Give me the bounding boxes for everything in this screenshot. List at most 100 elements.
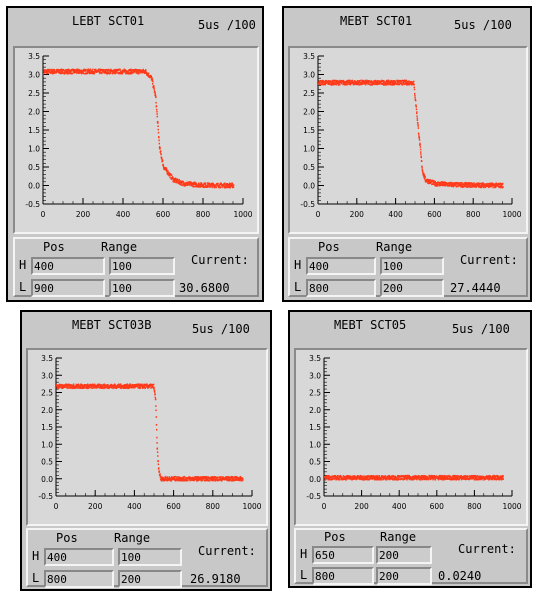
trace-point — [180, 476, 182, 479]
current-value: 26.9180 — [190, 572, 241, 586]
trace-point — [231, 477, 233, 480]
h-range-field[interactable] — [380, 257, 444, 275]
trace-point — [153, 87, 155, 90]
trace-point — [364, 477, 367, 479]
trace-point — [481, 182, 483, 184]
l-range-field[interactable] — [380, 279, 444, 297]
trace-point — [139, 69, 141, 71]
trace-point — [373, 478, 376, 481]
trace-point — [197, 186, 199, 188]
trace-point — [130, 386, 132, 389]
trace-point — [105, 71, 107, 74]
h-range-field[interactable] — [118, 548, 182, 566]
l-pos-field[interactable] — [44, 570, 114, 588]
trace-point — [196, 480, 199, 482]
trace-point — [162, 476, 164, 479]
trace-point — [70, 69, 72, 72]
trace-point — [466, 184, 468, 186]
trace-point — [458, 182, 460, 184]
h-pos-field[interactable] — [31, 257, 105, 275]
trace-point — [419, 142, 421, 145]
trace-point — [328, 478, 330, 480]
trace-point — [473, 475, 476, 477]
trace-point — [383, 80, 385, 82]
trace-point — [502, 475, 504, 477]
trace-point — [125, 72, 127, 75]
h-pos-field[interactable] — [306, 257, 376, 275]
trace-point — [105, 386, 107, 389]
trace-point — [448, 182, 450, 184]
trace-point — [363, 477, 365, 480]
l-range-field[interactable] — [118, 570, 182, 588]
trace-point — [157, 122, 159, 124]
trace-point — [192, 476, 194, 479]
trace-point — [452, 477, 454, 480]
trace-point — [408, 83, 411, 86]
trace-point — [339, 80, 341, 83]
trace-point — [439, 476, 441, 479]
h-pos-field[interactable] — [312, 546, 374, 564]
trace-point — [344, 81, 346, 83]
trace-point — [227, 477, 229, 480]
trace-point — [226, 476, 228, 478]
trace-point — [119, 387, 122, 389]
time-scale-label: 5us /100 — [454, 18, 512, 32]
trace-point — [397, 81, 399, 83]
trace-point — [396, 83, 399, 86]
trace-point — [469, 475, 471, 477]
trace-point — [341, 476, 343, 479]
control-box: Pos Range Current: H L 0.0240 — [294, 528, 528, 585]
h-range-field[interactable] — [376, 546, 432, 564]
h-range-field[interactable] — [109, 257, 175, 275]
trace-point — [141, 70, 143, 73]
y-tick-label: 3.5 — [41, 354, 53, 363]
trace-point — [484, 478, 487, 480]
trace-point — [357, 83, 359, 85]
trace-point — [479, 182, 481, 185]
trace-point — [157, 131, 160, 134]
trace-point — [58, 70, 60, 72]
trace-point — [70, 70, 72, 73]
trace-point — [154, 391, 156, 393]
trace-point — [174, 179, 176, 181]
l-range-field[interactable] — [376, 567, 432, 585]
trace-point — [373, 83, 375, 85]
trace-point — [44, 71, 46, 74]
h-pos-field[interactable] — [44, 548, 114, 566]
trace-point — [478, 478, 481, 481]
l-pos-field[interactable] — [31, 279, 105, 297]
trace-point — [81, 384, 83, 386]
trace-point — [474, 186, 476, 188]
trace-point — [156, 447, 159, 450]
trace-point — [129, 69, 132, 71]
l-pos-field[interactable] — [312, 567, 374, 585]
trace-point — [152, 386, 154, 388]
trace-point — [318, 81, 320, 83]
trace-point — [128, 384, 131, 386]
trace-point — [415, 104, 417, 106]
trace-point — [501, 478, 503, 480]
trace-point — [160, 478, 162, 481]
trace-point — [418, 136, 421, 139]
trace-point — [345, 479, 347, 481]
time-scale-label: 5us /100 — [192, 322, 250, 336]
y-tick-label: 2.0 — [309, 406, 321, 415]
trace-point — [197, 476, 199, 478]
trace-point — [165, 167, 168, 170]
trace-point — [215, 184, 217, 186]
trace-point — [58, 387, 60, 389]
trace-point — [340, 475, 342, 478]
trace-point — [77, 68, 79, 71]
trace-point — [423, 476, 425, 478]
trace-point — [43, 68, 45, 71]
trace-point — [117, 386, 120, 389]
l-pos-field[interactable] — [306, 279, 376, 297]
trace-point — [413, 86, 415, 89]
trace-point — [100, 385, 102, 387]
trace-point — [352, 83, 355, 86]
trace-point — [121, 70, 123, 73]
l-range-field[interactable] — [109, 279, 175, 297]
trace-point — [489, 475, 491, 477]
trace-point — [331, 83, 333, 85]
trace-point — [478, 475, 481, 478]
